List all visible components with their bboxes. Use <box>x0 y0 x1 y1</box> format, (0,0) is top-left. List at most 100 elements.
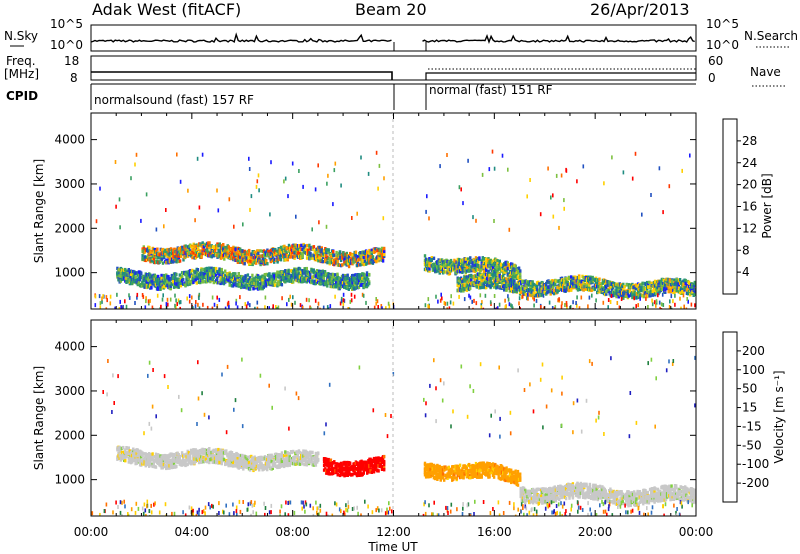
echo-cell <box>137 281 141 285</box>
echo-speckle <box>136 292 139 297</box>
echo-cell <box>155 249 158 254</box>
echo-cell <box>368 281 371 286</box>
echo-speckle <box>99 305 102 309</box>
echo-cell <box>265 272 269 277</box>
echo-speckle <box>650 193 652 197</box>
echo-cell <box>432 256 436 260</box>
echo-cell <box>318 245 321 250</box>
echo-cell <box>180 274 184 279</box>
echo-cell <box>354 254 358 258</box>
echo-cell <box>295 270 298 274</box>
echo-speckle <box>314 187 317 192</box>
echo-cell <box>120 446 124 451</box>
echo-speckle <box>631 176 634 181</box>
echo-speckle <box>291 161 294 166</box>
colorbar-tick-label: 16 <box>742 200 757 214</box>
echo-speckle <box>275 305 277 309</box>
echo-speckle <box>128 293 130 298</box>
echo-speckle <box>109 301 112 306</box>
echo-speckle <box>493 219 495 223</box>
echo-speckle <box>305 297 308 302</box>
echo-speckle <box>105 295 108 300</box>
echo-speckle <box>256 300 259 305</box>
echo-speckle <box>661 292 664 297</box>
echo-cell <box>263 261 267 265</box>
echo-cell <box>514 264 517 269</box>
echo-cell <box>516 268 520 272</box>
echo-speckle <box>496 306 499 309</box>
echo-speckle <box>526 296 528 301</box>
echo-speckle <box>521 295 523 300</box>
echo-speckle <box>289 294 291 299</box>
echo-speckle <box>645 293 647 298</box>
echo-cell <box>363 276 366 280</box>
echo-cell <box>338 279 341 283</box>
velocity-echo-marks <box>91 355 696 516</box>
echo-cell <box>491 266 495 270</box>
echo-cell <box>520 288 523 292</box>
echo-speckle <box>125 304 128 309</box>
echo-speckle <box>340 183 342 188</box>
echo-speckle <box>507 294 509 299</box>
echo-cell <box>501 274 505 279</box>
echo-cell <box>503 270 506 274</box>
echo-speckle <box>681 168 683 173</box>
echo-cell <box>120 268 124 272</box>
echo-cell <box>375 259 378 264</box>
echo-cell <box>383 249 386 254</box>
echo-speckle <box>449 300 452 305</box>
echo-cell <box>474 281 478 285</box>
echo-speckle <box>533 297 535 302</box>
nsearch-tick-bottom: 10^0 <box>706 38 739 52</box>
echo-cell <box>522 292 525 296</box>
echo-cell <box>260 259 263 263</box>
echo-cell <box>523 290 526 294</box>
echo-cell <box>481 283 484 287</box>
echo-cell <box>622 288 625 292</box>
echo-cell <box>161 247 165 252</box>
echo-speckle <box>322 305 325 309</box>
echo-speckle <box>121 306 123 309</box>
echo-cell <box>347 287 350 291</box>
echo-cell <box>220 267 223 272</box>
echo-speckle <box>580 295 583 300</box>
echo-cell <box>285 251 288 255</box>
echo-speckle <box>657 293 659 298</box>
echo-speckle <box>350 298 353 303</box>
echo-cell <box>307 273 311 277</box>
echo-cell <box>152 257 156 261</box>
echo-cell <box>566 283 569 288</box>
echo-cell <box>642 288 645 292</box>
echo-cell <box>331 279 335 284</box>
echo-cell <box>554 283 557 287</box>
echo-cell <box>529 287 532 292</box>
echo-speckle <box>662 303 665 307</box>
echo-cell <box>328 279 331 284</box>
echo-cell <box>477 260 480 264</box>
echo-cell <box>170 281 174 286</box>
echo-cell <box>293 247 296 251</box>
echo-cell <box>248 256 251 260</box>
echo-cell <box>335 280 338 285</box>
echo-cell <box>135 271 138 275</box>
echo-cell <box>541 285 544 289</box>
echo-cell <box>174 285 177 289</box>
echo-speckle <box>106 298 108 303</box>
echo-speckle <box>151 305 154 309</box>
echo-cell <box>478 276 481 280</box>
echo-cell <box>598 281 601 285</box>
echo-cell <box>146 285 150 289</box>
echo-cell <box>141 247 144 251</box>
echo-speckle <box>504 298 506 303</box>
echo-speckle <box>144 305 147 309</box>
echo-cell <box>341 273 345 278</box>
echo-cell <box>293 243 296 247</box>
echo-speckle <box>301 305 304 309</box>
echo-cell <box>360 262 363 266</box>
echo-cell <box>293 254 296 258</box>
echo-speckle <box>428 216 430 221</box>
echo-cell <box>464 279 467 283</box>
echo-speckle <box>563 198 565 203</box>
echo-cell <box>199 276 202 280</box>
echo-cell <box>322 279 326 283</box>
